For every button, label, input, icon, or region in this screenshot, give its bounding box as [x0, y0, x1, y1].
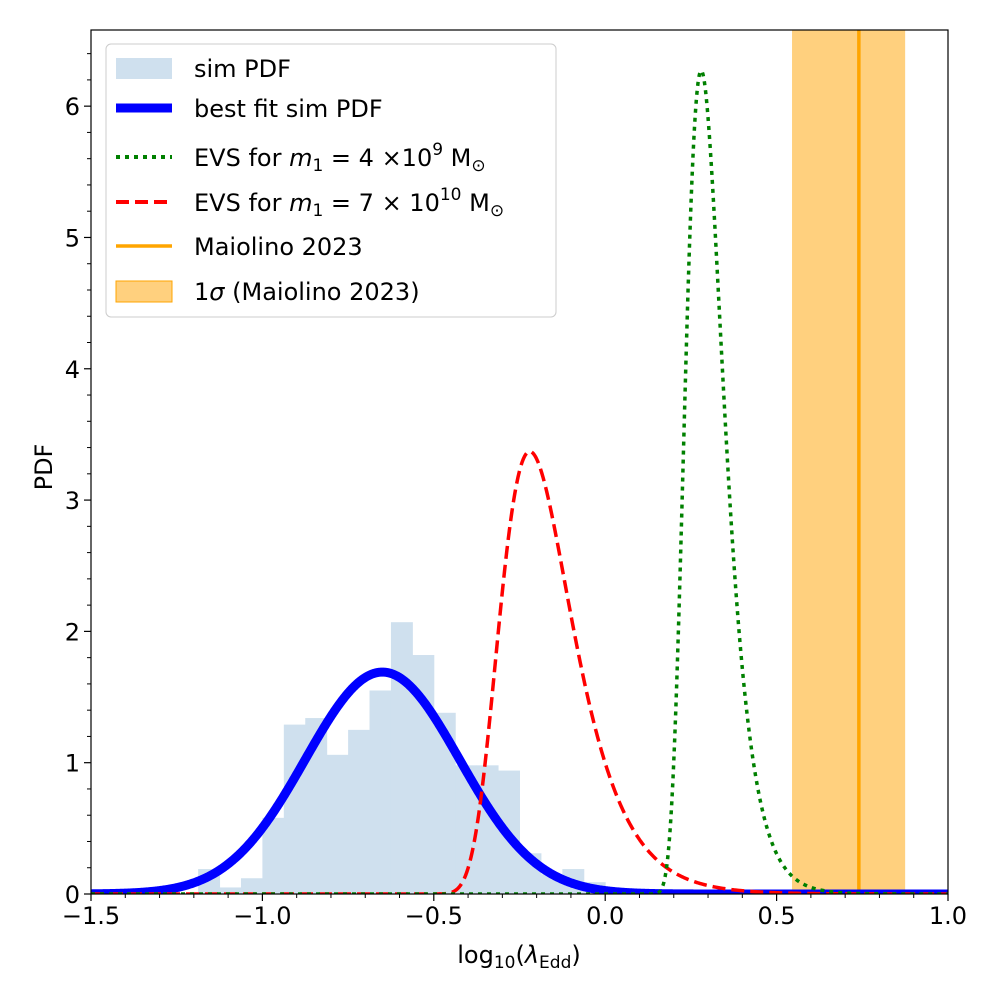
legend-swatch-band — [115, 280, 173, 303]
hist-bar — [283, 724, 306, 894]
hist-bar — [262, 817, 285, 894]
hist-bar — [369, 690, 392, 894]
y-tick-label: 6 — [65, 93, 80, 121]
y-tick-label: 0 — [65, 881, 80, 909]
legend-label-evs-1: EVS for m1 = 4 ×109 M⊙ — [194, 140, 486, 176]
legend-label-evs-2: EVS for m1 = 7 × 1010 M⊙ — [194, 185, 504, 221]
legend-label-sim-pdf: sim PDF — [194, 55, 291, 83]
x-tick-label: 1.0 — [929, 902, 967, 930]
y-axis-label: PDF — [30, 444, 58, 491]
hist-bar — [390, 622, 413, 894]
hist-bar — [305, 718, 328, 894]
y-tick-label: 4 — [65, 356, 80, 384]
hist-bar — [326, 754, 349, 894]
x-axis-label: log10(λEdd) — [457, 941, 581, 973]
hist-bar — [348, 729, 371, 894]
hist-bar — [476, 765, 499, 894]
maiolino-1sigma-band — [792, 30, 906, 894]
y-tick-label: 2 — [65, 618, 80, 646]
hist-bar — [240, 878, 263, 894]
evs-curve-m1-4e9 — [91, 69, 948, 894]
hist-bar — [219, 887, 242, 894]
x-tick-label: −0.5 — [405, 902, 463, 930]
y-tick-label: 1 — [65, 750, 80, 778]
hist-bar — [455, 765, 478, 894]
y-tick-label: 3 — [65, 487, 80, 515]
x-tick-label: 0.0 — [586, 902, 624, 930]
x-tick-label: 0.5 — [758, 902, 796, 930]
legend-label-best-fit: best fit sim PDF — [194, 95, 383, 123]
legend-box — [105, 43, 557, 318]
axis-ticks: −1.5 −1.0 −0.5 0.0 0.5 1.0 0 1 2 3 4 5 6 — [62, 53, 967, 930]
hist-bar — [433, 712, 456, 894]
plot-frame — [90, 29, 949, 895]
x-tick-label: −1.5 — [62, 902, 120, 930]
legend-label-maiolino: Maiolino 2023 — [194, 233, 363, 261]
legend-swatch-sim-pdf — [116, 58, 172, 79]
best-fit-sim-pdf-curve — [91, 667, 948, 894]
x-tick-label: −1.0 — [233, 902, 291, 930]
legend-label-band: 1σ (Maiolino 2023) — [194, 278, 420, 306]
legend: sim PDF best fit sim PDF EVS for m1 = 4 … — [105, 43, 557, 318]
plot-area — [91, 30, 948, 894]
y-tick-label: 5 — [65, 224, 80, 252]
evs-curve-m1-7e10 — [91, 449, 948, 894]
